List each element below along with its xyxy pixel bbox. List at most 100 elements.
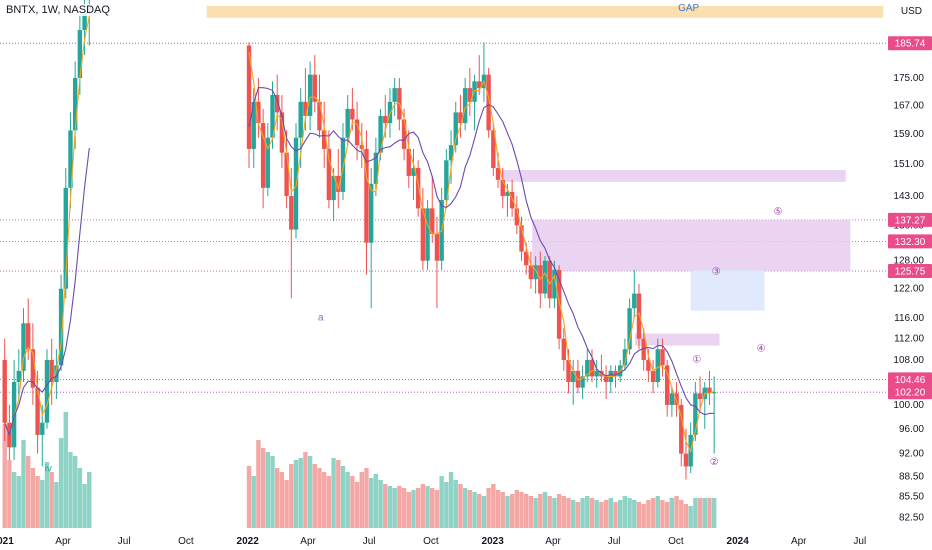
price-tag-label: 185.74 [895,39,926,50]
volume-bar [679,500,684,528]
candle-body [298,101,303,138]
volume-bar [505,496,510,528]
candle-body [683,453,689,467]
candle-body [44,359,50,423]
volume-bar [524,494,529,528]
candle-body [392,88,397,102]
candle-body [655,349,660,382]
volume-bar [63,412,68,528]
volume-bar [307,456,313,528]
target-zone-blue [690,269,765,311]
x-tick-label: Oct [178,536,194,547]
volume-bar [72,456,78,528]
y-tick-label: 159.00 [893,129,924,140]
candle-body [547,260,552,299]
volume-bar [683,504,689,528]
candle-body [21,323,26,371]
candle-body [589,359,595,377]
candle-body [505,191,510,196]
volume-bar [707,498,712,528]
price-tag-box [888,36,932,51]
volume-bar [444,482,449,528]
candle-body [312,74,317,102]
candle-body [336,175,341,192]
symbol-title[interactable]: BNTX, 1W, NASDAQ [4,4,112,16]
volume-bar [566,498,571,528]
resistance-zone-upper [502,170,846,182]
volume-bar [279,472,285,528]
volume-bar [321,472,327,528]
x-tick-label: Oct [423,536,439,547]
volume-bar [477,494,482,528]
candle-body [613,370,618,377]
currency-label[interactable]: USD [900,6,922,17]
volume-bar [373,474,379,528]
y-tick-label: 112.00 [894,334,924,345]
volume-bar [420,484,426,528]
candle-body [603,376,609,382]
candle-body [514,208,520,226]
volume-bar [514,490,520,528]
volume-bar [561,496,567,528]
candle-body [54,365,59,382]
candle-body [72,78,78,131]
y-tick-label: 167.00 [893,100,924,111]
volume-bar [298,458,303,528]
candle-body [364,148,369,243]
volume-bar [2,424,7,528]
candle-body [378,115,383,153]
wave-3-label: ③ [712,267,721,278]
y-tick-label: 143.00 [893,191,924,202]
candle-body [383,115,388,124]
volume-bar [331,458,336,528]
x-tick-label: Jul [118,536,131,547]
x-tick-label: Oct [668,536,684,547]
candle-body [368,183,374,243]
candle-body [317,101,322,131]
volume-bar [411,490,416,528]
time-axis[interactable]: 2021 Apr Jul Oct 2022 Apr Jul Oct 2023 Apr Jul Oct 2… [0,536,866,547]
volume-bar [30,468,36,528]
volume-bar [58,438,64,528]
x-tick-label: Apr [545,536,561,547]
volume-bar [599,502,604,528]
volume-bar [664,502,670,528]
candle-body [246,45,252,149]
x-tick-label: 2021 [0,536,14,547]
y-tick-label: 128.00 [893,256,924,267]
candle-body [345,108,350,138]
price-tag-box [888,212,932,227]
volume-bar [688,506,693,528]
volume-bar [7,460,12,528]
x-tick-label: 2023 [482,536,505,547]
volume-bar [434,490,440,528]
volume-bar [617,500,623,528]
volume-bar [472,492,477,528]
x-tick-label: 2024 [727,536,750,547]
candle-body [477,81,482,89]
candle-body [500,179,505,196]
candle-body [650,370,656,382]
candle-body [49,359,54,382]
candle-body [260,123,266,188]
volume-bar [646,500,651,528]
volume-bar [430,488,435,528]
candle-body [641,338,646,360]
volume-bar [312,464,317,528]
candle-body [25,323,31,350]
candle-body [284,152,289,196]
ma-fast-line [4,15,715,454]
volume-bar [650,498,656,528]
volume-bar [275,468,280,528]
candle-body [646,359,651,371]
candle-body [415,168,421,209]
candle-body [467,88,473,102]
x-tick-label: Jul [608,536,621,547]
x-tick-label: Jul [363,536,376,547]
volume-bar [711,498,717,528]
volume-bar [636,502,642,528]
volume-bar [509,494,515,528]
volume-bar [326,476,332,528]
volume-bar [556,494,562,528]
